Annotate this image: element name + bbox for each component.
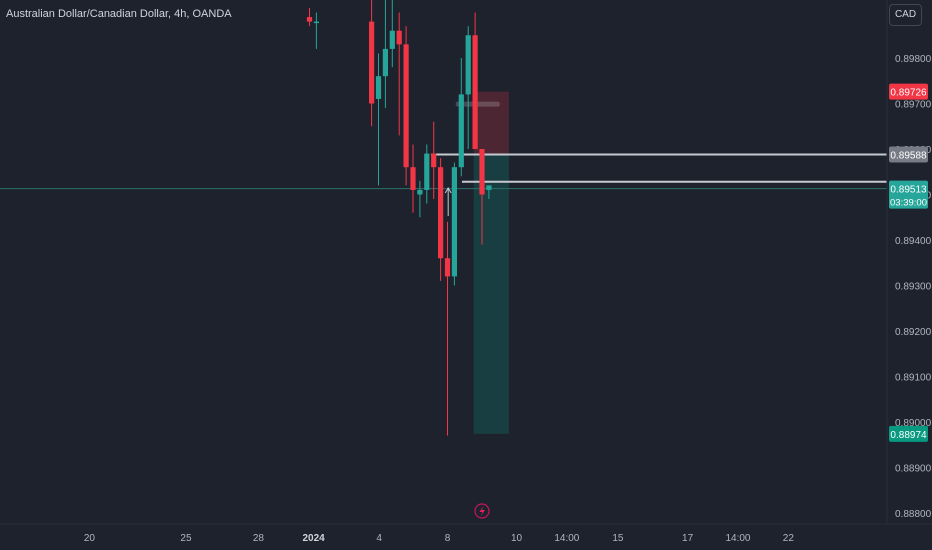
price-label: 0.88974	[889, 425, 928, 442]
price-label-bg	[889, 425, 928, 442]
candle-body	[451, 167, 457, 277]
price-label: 0.89588	[889, 146, 928, 163]
candle-body	[444, 258, 451, 277]
price-label-text: 0.88974	[890, 430, 927, 441]
position-tool[interactable]	[455, 91, 509, 434]
stop-loss-zone[interactable]	[473, 91, 509, 155]
price-label-text: 0.89588	[890, 150, 927, 161]
candle-body	[410, 167, 416, 190]
candles[interactable]	[306, 0, 492, 436]
candle[interactable]	[306, 7, 313, 27]
x-tick-label: 15	[612, 533, 624, 544]
candle[interactable]	[438, 158, 444, 281]
currency-button[interactable]: CAD	[889, 4, 922, 26]
x-tick-label: 22	[783, 533, 795, 544]
candle[interactable]	[486, 185, 492, 200]
x-tick-label: 25	[180, 533, 192, 544]
candle-body	[396, 30, 402, 45]
candle[interactable]	[313, 12, 319, 49]
candle-body	[375, 76, 382, 99]
symbol-title: Australian Dollar/Canadian Dollar, 4h, O…	[6, 8, 232, 20]
candle[interactable]	[479, 149, 485, 245]
price-label-text: 0.89726	[890, 88, 927, 99]
candle[interactable]	[382, 0, 388, 109]
price-label-bg	[889, 146, 928, 163]
candle[interactable]	[410, 144, 416, 213]
position-label-shadow	[455, 101, 500, 107]
candle[interactable]	[369, 0, 375, 127]
candle-body	[438, 167, 444, 259]
x-tick-label: 14:00	[725, 533, 750, 544]
candle[interactable]	[451, 162, 457, 286]
x-tick-label: 20	[84, 533, 96, 544]
price-label: 0.89726	[889, 83, 928, 100]
candle-body	[389, 30, 395, 49]
x-tick-label: 14:00	[554, 533, 579, 544]
take-profit-zone[interactable]	[473, 154, 509, 434]
x-tick-label: 4	[376, 533, 382, 544]
y-tick-label: 0.88900	[895, 464, 932, 475]
candle[interactable]	[417, 180, 423, 218]
candle[interactable]	[444, 221, 451, 436]
candle[interactable]	[424, 144, 430, 204]
price-labels: 0.89726 0.89588 0.88974 0.89513 03:39:00	[889, 83, 928, 442]
candle[interactable]	[396, 12, 402, 136]
candle-body	[306, 17, 313, 22]
candle[interactable]	[375, 53, 382, 186]
x-tick-label: 28	[253, 533, 265, 544]
x-tick-label: 2024	[303, 533, 326, 544]
current-price-bg	[889, 180, 928, 209]
candle-body	[465, 35, 471, 95]
price-label-bg	[889, 83, 928, 100]
y-tick-label: 0.88800	[895, 509, 932, 520]
x-tick-label: 10	[511, 533, 523, 544]
y-tick-label: 0.89100	[895, 373, 932, 384]
events-marker[interactable]	[474, 503, 490, 519]
candle[interactable]	[431, 121, 437, 200]
candle-body	[313, 21, 319, 24]
y-tick-label: 0.89800	[895, 54, 932, 65]
horizontal-lines[interactable]	[0, 153, 887, 190]
chart-markers	[444, 186, 452, 216]
candle[interactable]	[458, 58, 464, 177]
candle[interactable]	[465, 26, 471, 149]
y-tick-label: 0.89700	[895, 100, 932, 111]
lightning-glyph	[479, 506, 485, 517]
x-tick-label: 8	[445, 533, 451, 544]
y-tick-label: 0.89000	[895, 418, 932, 429]
candle-body	[431, 153, 437, 168]
arrow-up-icon	[444, 186, 452, 216]
y-tick-label: 0.89400	[895, 236, 932, 247]
candle-body	[472, 35, 478, 149]
y-tick-label: 0.89300	[895, 282, 932, 293]
candle-body	[417, 189, 423, 195]
countdown-text: 03:39:00	[890, 198, 927, 209]
current-price-label: 0.89513 03:39:00	[889, 180, 928, 209]
candle[interactable]	[472, 12, 478, 150]
candle-body	[424, 153, 430, 190]
candle-body	[479, 149, 485, 195]
candle[interactable]	[389, 0, 395, 68]
y-tick-label: 0.89200	[895, 327, 932, 338]
candle-body	[458, 94, 464, 168]
candle-body	[486, 185, 492, 190]
candle-body	[369, 21, 375, 104]
x-tick-label: 17	[682, 533, 694, 544]
candle-body	[382, 48, 388, 77]
candle[interactable]	[403, 26, 409, 186]
candle-body	[403, 44, 409, 168]
time-axis[interactable]: 20 25 28 2024 4 8 10 14:00 15 17 14:00 22	[84, 533, 795, 544]
current-price-text: 0.89513	[890, 185, 927, 196]
